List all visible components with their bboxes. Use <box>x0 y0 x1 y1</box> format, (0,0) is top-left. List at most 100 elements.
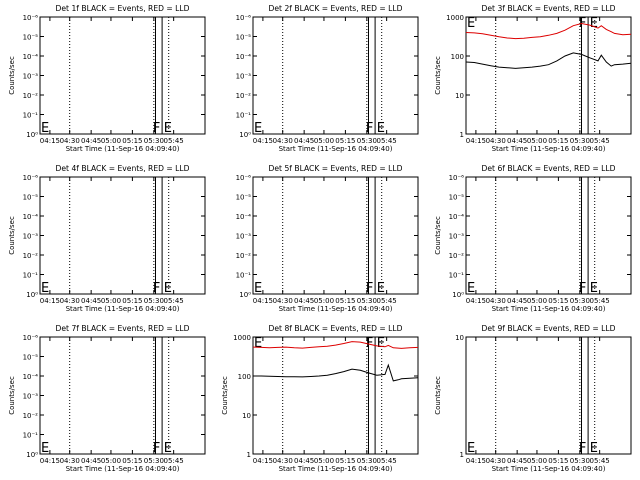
chart-title: Det 3f BLACK = Events, RED = LLD <box>482 4 616 13</box>
series-line-1 <box>465 22 632 40</box>
y-axis-label: Counts/sec <box>8 216 16 255</box>
y-tick-label: 10⁻¹ <box>23 432 39 440</box>
plot-frame <box>252 176 419 295</box>
x-tick-label: 04:45 <box>81 137 101 145</box>
event-mark-left: E <box>467 281 475 296</box>
series-line-2 <box>465 52 632 69</box>
y-tick-label: 10⁻⁵ <box>23 194 39 202</box>
y-tick-label: 10⁻² <box>23 92 39 100</box>
x-tick-label: 05:00 <box>314 297 334 305</box>
plot-frame <box>252 16 419 135</box>
x-tick-label: 04:30 <box>60 137 80 145</box>
x-tick-label: 04:15 <box>40 137 60 145</box>
x-tick-label: 04:15 <box>253 297 273 305</box>
event-mark-left: E <box>467 16 475 31</box>
x-tick-label: 05:30 <box>570 457 590 465</box>
x-tick-label: 04:45 <box>507 137 527 145</box>
x-axis-label: Start Time (11-Sep-16 04:09:40) <box>66 465 180 473</box>
flare-mark: F <box>579 281 586 296</box>
plot-frame <box>252 336 419 455</box>
y-tick-label: 10⁻³ <box>23 73 39 81</box>
chart-title: Det 9f BLACK = Events, RED = LLD <box>482 324 616 333</box>
x-axis-label: Start Time (11-Sep-16 04:09:40) <box>492 465 606 473</box>
x-tick-label: 05:45 <box>377 137 397 145</box>
y-tick-label: 10⁻⁶ <box>23 174 39 182</box>
chart-title: Det 6f BLACK = Events, RED = LLD <box>482 164 616 173</box>
y-tick-label: 100 <box>238 373 251 381</box>
x-tick-label: 04:30 <box>486 457 506 465</box>
end-mark: E <box>590 281 598 296</box>
flare-mark: F <box>366 281 373 296</box>
y-axis-label: Counts/sec <box>434 376 442 415</box>
x-tick-label: 05:00 <box>527 457 547 465</box>
x-axis-label: Start Time (11-Sep-16 04:09:40) <box>279 305 393 313</box>
y-axis-label: Counts/sec <box>434 56 442 95</box>
y-tick-label: 10⁻³ <box>236 73 252 81</box>
x-tick-label: 05:45 <box>377 297 397 305</box>
y-tick-label: 10⁻⁴ <box>23 373 39 381</box>
flare-mark: F <box>153 121 160 136</box>
event-mark-left: E <box>254 121 262 136</box>
y-tick-label: 10⁻⁴ <box>236 213 252 221</box>
x-tick-label: 04:30 <box>60 297 80 305</box>
x-tick-label: 04:45 <box>294 457 314 465</box>
x-tick-label: 05:45 <box>377 457 397 465</box>
y-tick-label: 10⁰ <box>239 131 251 139</box>
x-tick-label: 04:45 <box>507 457 527 465</box>
x-tick-label: 05:00 <box>527 137 547 145</box>
x-tick-label: 05:30 <box>357 457 377 465</box>
plot-frame <box>39 336 206 455</box>
y-tick-label: 10⁻⁶ <box>23 334 39 342</box>
x-axis-label: Start Time (11-Sep-16 04:09:40) <box>66 305 180 313</box>
y-tick-label: 10⁰ <box>452 291 464 299</box>
x-tick-label: 05:30 <box>357 137 377 145</box>
y-tick-label: 1 <box>460 131 464 139</box>
end-mark: E <box>377 281 385 296</box>
x-tick-label: 05:45 <box>590 457 610 465</box>
x-axis-label: Start Time (11-Sep-16 04:09:40) <box>492 305 606 313</box>
y-tick-label: 10⁰ <box>26 131 38 139</box>
y-tick-label: 1 <box>247 451 251 459</box>
flare-mark: F <box>153 281 160 296</box>
y-tick-label: 10⁻¹ <box>449 272 465 280</box>
x-tick-label: 05:30 <box>570 297 590 305</box>
x-tick-label: 05:15 <box>548 137 568 145</box>
y-tick-label: 10⁻⁶ <box>449 174 465 182</box>
x-tick-label: 04:30 <box>273 297 293 305</box>
x-tick-label: 05:15 <box>548 457 568 465</box>
plot-frame <box>39 176 206 295</box>
x-tick-label: 04:30 <box>486 297 506 305</box>
series-line-2 <box>253 363 419 382</box>
y-axis-label: Counts/sec <box>221 376 229 415</box>
x-tick-label: 05:45 <box>164 137 184 145</box>
chart-panel-3: Det 3f BLACK = Events, RED = LLD 1 10 100 10… <box>434 4 632 153</box>
chart-panel-1: Det 1f BLACK = Events, RED = LLD 10⁰ 10⁻¹ 1… <box>8 4 206 153</box>
y-tick-label: 10⁻² <box>23 412 39 420</box>
end-mark: E <box>164 121 172 136</box>
x-tick-label: 05:45 <box>590 137 610 145</box>
chart-title: Det 5f BLACK = Events, RED = LLD <box>269 164 403 173</box>
x-tick-label: 04:45 <box>81 457 101 465</box>
y-tick-label: 10⁰ <box>26 291 38 299</box>
y-tick-label: 1 <box>460 451 464 459</box>
x-tick-label: 05:45 <box>164 297 184 305</box>
x-tick-label: 04:15 <box>40 457 60 465</box>
plot-frame <box>465 176 632 295</box>
x-tick-label: 05:00 <box>101 137 121 145</box>
plot-frame <box>465 16 632 135</box>
x-tick-label: 04:15 <box>253 137 273 145</box>
x-tick-label: 04:45 <box>507 297 527 305</box>
x-tick-label: 04:30 <box>273 457 293 465</box>
x-tick-label: 05:45 <box>590 297 610 305</box>
event-mark-left: E <box>254 336 262 351</box>
y-tick-label: 10⁻⁵ <box>236 34 252 42</box>
chart-title: Det 1f BLACK = Events, RED = LLD <box>56 4 190 13</box>
chart-panel-6: Det 6f BLACK = Events, RED = LLD 10⁰ 10⁻¹ 1… <box>434 164 632 313</box>
event-mark-left: E <box>41 121 49 136</box>
y-tick-label: 1000 <box>233 334 251 342</box>
y-tick-label: 10⁻¹ <box>236 272 252 280</box>
chart-panel-9: Det 9f BLACK = Events, RED = LLD 1 10 Count… <box>434 324 632 473</box>
x-tick-label: 05:15 <box>122 457 142 465</box>
y-tick-label: 10⁰ <box>26 451 38 459</box>
